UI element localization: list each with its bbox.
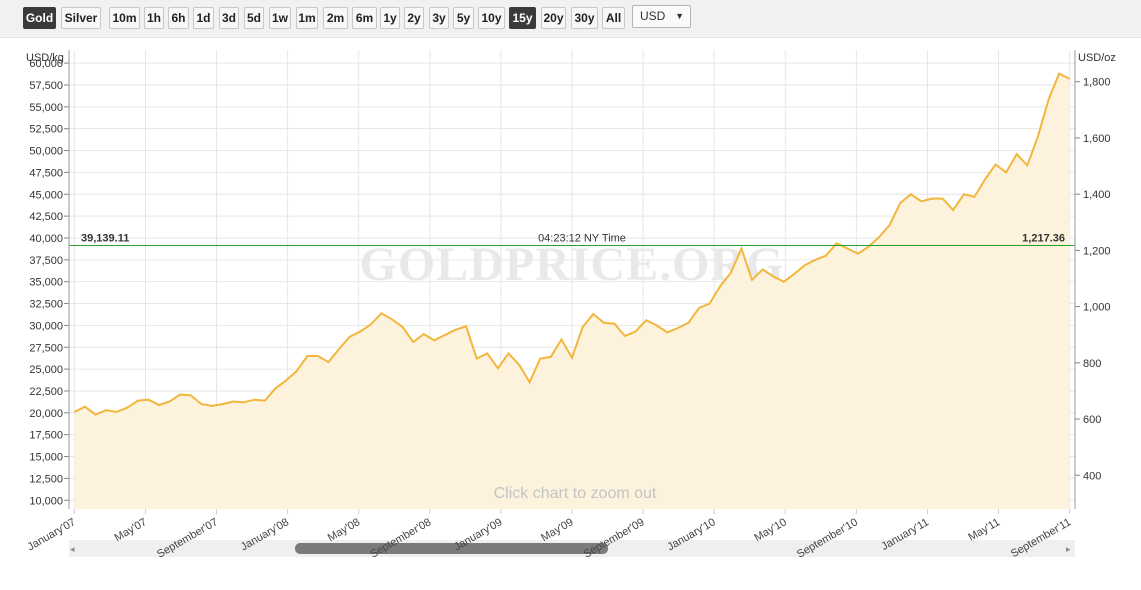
right-axis-unit: USD/oz [1078, 52, 1116, 64]
range-button-6m[interactable]: 6m [352, 7, 377, 29]
zoom-out-hint: Click chart to zoom out [494, 485, 657, 502]
y-left-tick-label: 15,000 [29, 452, 63, 464]
y-right-tick-label: 1,000 [1083, 302, 1111, 314]
price-line [73, 72, 1071, 416]
range-button-1y[interactable]: 1y [380, 7, 400, 29]
range-button-3d[interactable]: 3d [219, 7, 239, 29]
gold-price-chart[interactable]: GOLDPRICE.ORG 39,139.11 04:23:12 NY Time… [0, 37, 1141, 590]
toolbar: Gold Silver 10m 1h 6h 1d 3d 5d 1w 1m 2m 6m 1y 2y 3y 5y… [0, 0, 1141, 38]
range-button-6h[interactable]: 6h [168, 7, 189, 29]
y-left-tick-label: 42,500 [29, 211, 63, 223]
range-button-10m[interactable]: 10m [109, 7, 140, 29]
y-left-tick-label: 10,000 [29, 495, 63, 507]
y-left-tick-label: 47,500 [29, 167, 63, 179]
range-button-2m[interactable]: 2m [323, 7, 348, 29]
navigator-scrollbar-handle[interactable] [295, 543, 608, 554]
x-tick-label: May'08 [326, 516, 362, 544]
range-button-3y[interactable]: 3y [429, 7, 449, 29]
y-right-tick-label: 600 [1083, 414, 1101, 426]
range-button-5d[interactable]: 5d [244, 7, 264, 29]
y-right-tick-label: 1,200 [1083, 245, 1111, 257]
y-left-tick-label: 25,000 [29, 364, 63, 376]
x-tick-label: May'10 [752, 516, 788, 544]
range-button-30y[interactable]: 30y [571, 7, 598, 29]
price-area-fill [74, 73, 1070, 509]
y-right-tick-label: 1,600 [1083, 133, 1111, 145]
y-left-tick-label: 35,000 [29, 277, 63, 289]
y-left-tick-label: 57,500 [29, 80, 63, 92]
y-left-tick-label: 22,500 [29, 386, 63, 398]
y-left-tick-label: 55,000 [29, 102, 63, 114]
current-time-label: 04:23:12 NY Time [538, 232, 626, 244]
range-button-1w[interactable]: 1w [269, 7, 291, 29]
navigator-left-arrow-icon[interactable]: ◂ [70, 544, 75, 554]
y-left-tick-label: 50,000 [29, 146, 63, 158]
range-button-1m[interactable]: 1m [296, 7, 318, 29]
navigator-right-arrow-icon[interactable]: ▸ [1066, 544, 1071, 554]
x-tick-label: May'11 [966, 516, 1002, 544]
y-right-tick-label: 400 [1083, 470, 1101, 482]
y-left-tick-label: 20,000 [29, 408, 63, 420]
y-left-tick-label: 45,000 [29, 189, 63, 201]
y-left-tick-label: 60,000 [29, 58, 63, 70]
y-right-tick-label: 1,800 [1083, 77, 1111, 89]
x-tick-label: May'07 [113, 516, 149, 544]
y-left-tick-label: 17,500 [29, 430, 63, 442]
currency-value: USD [640, 9, 666, 23]
x-tick-label: May'09 [539, 516, 575, 544]
current-price-oz-label: 1,217.36 [1022, 232, 1065, 244]
y-right-tick-label: 800 [1083, 358, 1101, 370]
y-left-tick-label: 27,500 [29, 342, 63, 354]
y-left-tick-label: 37,500 [29, 255, 63, 267]
current-price-kg-label: 39,139.11 [81, 232, 129, 244]
y-left-tick-label: 40,000 [29, 233, 63, 245]
metal-button-gold[interactable]: Gold [23, 7, 56, 29]
range-button-2y[interactable]: 2y [404, 7, 424, 29]
range-button-1d[interactable]: 1d [193, 7, 214, 29]
y-left-tick-label: 12,500 [29, 473, 63, 485]
y-left-tick-label: 52,500 [29, 124, 63, 136]
range-button-5y[interactable]: 5y [453, 7, 474, 29]
y-right-tick-label: 1,400 [1083, 189, 1111, 201]
range-button-1h[interactable]: 1h [144, 7, 164, 29]
left-axis-ticks: 10,000 12,500 15,000 17,500 20,000 22,500 25,0… [29, 58, 69, 507]
y-left-tick-label: 32,500 [29, 299, 63, 311]
metal-button-silver[interactable]: Silver [61, 7, 101, 29]
range-button-all[interactable]: All [602, 7, 625, 29]
range-button-15y[interactable]: 15y [509, 7, 536, 29]
range-button-20y[interactable]: 20y [541, 7, 566, 29]
right-axis-ticks: 400 600 800 1,000 1,200 1,400 1,600 1,800 [1075, 77, 1111, 482]
left-axis-unit: USD/kg [26, 52, 64, 64]
currency-select[interactable]: USD ▼ [632, 5, 691, 28]
watermark-text: GOLDPRICE.ORG [359, 238, 784, 291]
range-button-10y[interactable]: 10y [478, 7, 505, 29]
chevron-down-icon: ▼ [675, 11, 684, 21]
y-left-tick-label: 30,000 [29, 320, 63, 332]
